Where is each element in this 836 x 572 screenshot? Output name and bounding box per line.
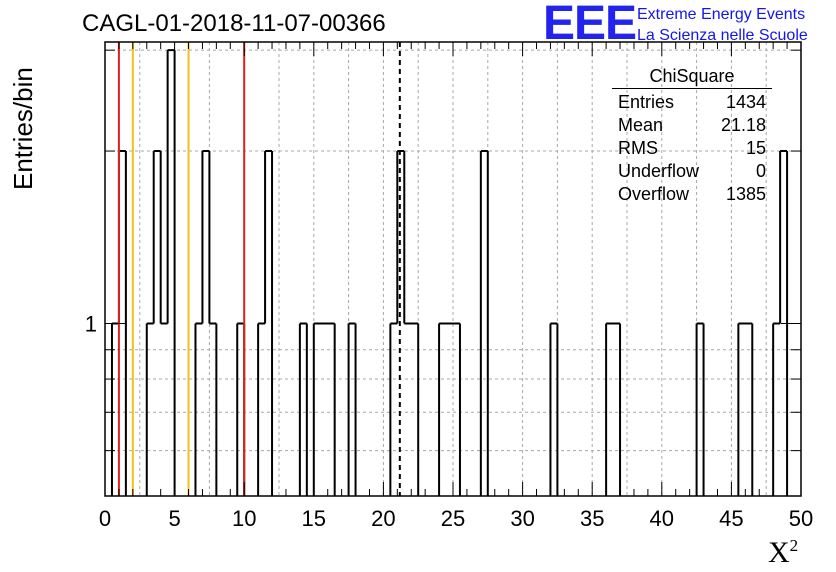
- stats-label: Mean: [618, 115, 664, 135]
- histogram-bin: [404, 324, 411, 496]
- histogram-bin: [154, 151, 161, 496]
- x-tick-label: 35: [580, 506, 604, 531]
- histogram-bin: [446, 324, 453, 496]
- histogram-bin: [265, 151, 272, 496]
- histogram-bin: [697, 324, 704, 496]
- y-tick-label: 1: [85, 312, 97, 337]
- histogram-bin: [314, 324, 321, 496]
- eee-logo-text: Extreme Energy Events La Scienza nelle S…: [637, 4, 808, 46]
- x-tick-label: 50: [789, 506, 813, 531]
- x-tick-label: 45: [719, 506, 743, 531]
- stats-label: Entries: [618, 92, 675, 112]
- histogram-bin: [390, 324, 397, 496]
- stats-value: 1385: [725, 184, 766, 204]
- histogram-bin: [321, 324, 328, 496]
- stats-box: ChiSquare Entries 1434 Mean 21.18 RMS 15…: [612, 66, 772, 206]
- chart-title: CAGL-01-2018-11-07-00366: [82, 10, 386, 37]
- x-axis-label: X2: [768, 536, 798, 570]
- histogram-bin: [411, 324, 418, 496]
- histogram-bin: [209, 324, 216, 496]
- stats-row-rms: RMS 15: [612, 137, 772, 160]
- stats-row-entries: Entries 1434: [612, 91, 772, 114]
- histogram-bin: [773, 324, 780, 496]
- x-axis-label-superscript: 2: [789, 536, 799, 555]
- histogram-bin: [328, 324, 335, 496]
- stats-value: 1434: [725, 92, 766, 112]
- histogram-bin: [300, 324, 307, 496]
- stats-value: 21.18: [720, 115, 766, 135]
- histogram-bin: [202, 151, 209, 496]
- histogram-bin: [613, 324, 620, 496]
- stats-label: Underflow: [618, 161, 700, 181]
- stats-row-mean: Mean 21.18: [612, 114, 772, 137]
- histogram-bin: [349, 324, 356, 496]
- x-tick-label: 30: [510, 506, 534, 531]
- histogram-bin: [147, 324, 154, 496]
- logo-line-2: La Scienza nelle Scuole: [637, 27, 808, 44]
- histogram-bin: [738, 324, 745, 496]
- histogram-outline: [110, 49, 789, 496]
- eee-logo-mark: EEE: [543, 0, 637, 50]
- x-tick-label: 15: [302, 506, 326, 531]
- histogram-bin: [195, 324, 202, 496]
- histogram-bin: [258, 324, 265, 496]
- histogram-bin: [453, 324, 460, 496]
- x-tick-label: 5: [168, 506, 180, 531]
- x-tick-label: 0: [99, 506, 111, 531]
- stats-box-title: ChiSquare: [612, 66, 772, 89]
- histogram-bin: [606, 324, 613, 496]
- x-tick-label: 25: [441, 506, 465, 531]
- histogram-bin: [237, 324, 244, 496]
- stats-label: Overflow: [618, 184, 690, 204]
- x-tick-label: 20: [371, 506, 395, 531]
- stats-label: RMS: [618, 138, 658, 158]
- x-tick-label: 40: [650, 506, 674, 531]
- stats-value: 0: [755, 161, 766, 181]
- histogram-bin: [161, 324, 168, 496]
- stats-row-underflow: Underflow 0: [612, 160, 772, 183]
- histogram-bin: [168, 50, 175, 496]
- histogram-bin: [550, 324, 557, 496]
- x-axis-label-main: X: [768, 536, 790, 569]
- histogram-bin: [481, 151, 488, 496]
- stats-value: 15: [745, 138, 766, 158]
- x-tick-label: 10: [232, 506, 256, 531]
- stats-row-overflow: Overflow 1385: [612, 183, 772, 206]
- histogram-bin: [745, 324, 752, 496]
- y-axis-label: Entries/bin: [8, 67, 38, 190]
- logo-line-1: Extreme Energy Events: [637, 6, 806, 23]
- histogram-bin: [439, 324, 446, 496]
